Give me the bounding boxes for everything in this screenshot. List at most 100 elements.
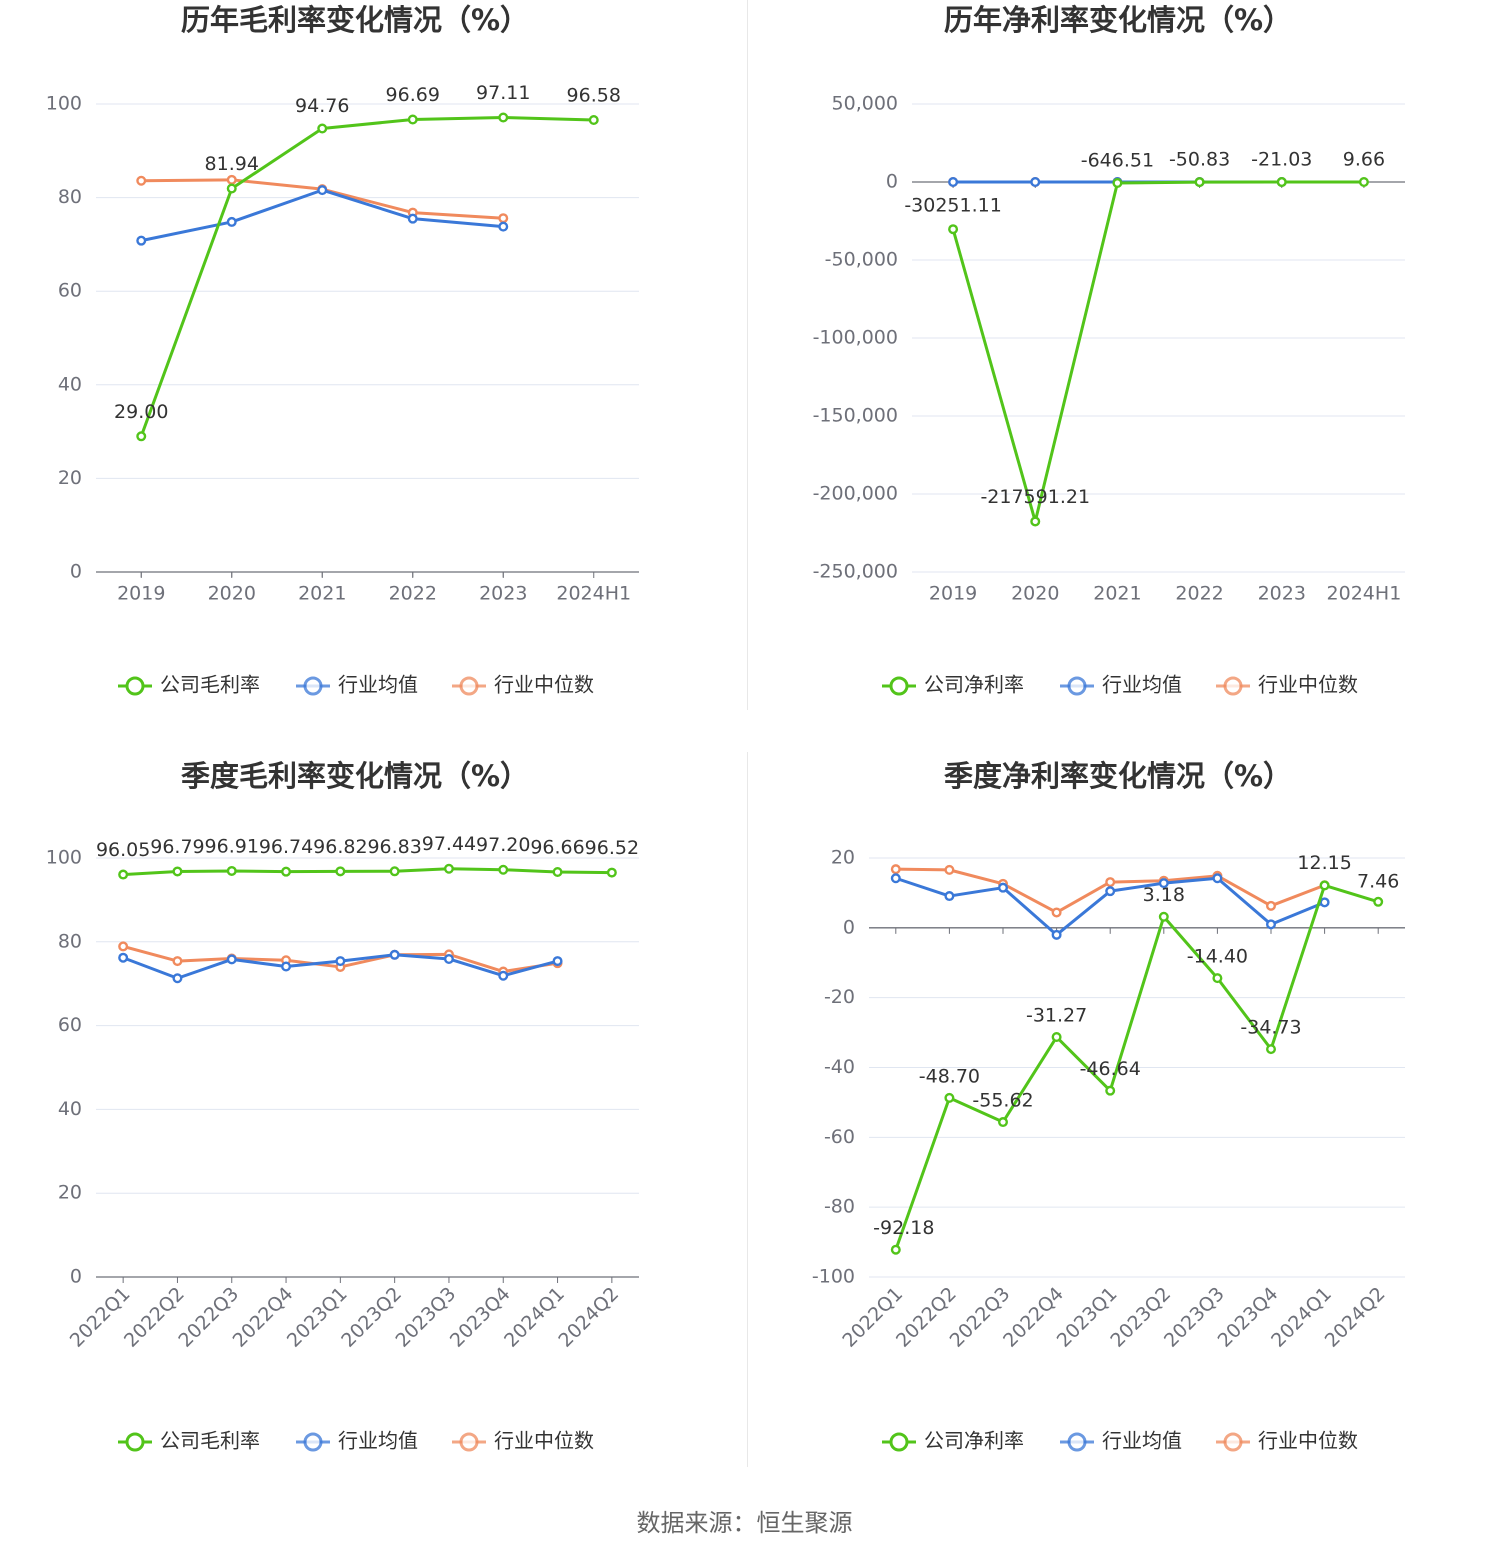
legend-marker — [1067, 1432, 1087, 1452]
data-point — [944, 864, 955, 875]
series-line — [123, 867, 612, 877]
data-point — [948, 224, 959, 235]
data-point — [136, 235, 147, 246]
data-label: 81.94 — [205, 153, 259, 175]
chart-quarterly-net-margin: 季度净利率变化情况（%） -100 -80 -60 -40 -20 0 20 2022Q1 202… — [745, 752, 1489, 1497]
legend-marker — [459, 1432, 479, 1452]
data-label: 96.74 — [259, 836, 313, 858]
data-point — [226, 216, 237, 227]
data-point — [498, 213, 509, 224]
y-tick-label: 20 — [58, 1182, 82, 1204]
legend-label: 行业中位数 — [1258, 1429, 1358, 1453]
y-tick-label: -60 — [824, 1126, 855, 1148]
data-point — [317, 123, 328, 134]
data-source: 数据来源：恒生聚源 — [636, 1509, 853, 1537]
x-tick-label: 2020 — [1011, 583, 1059, 605]
legend-label: 公司毛利率 — [160, 673, 260, 697]
data-label: 3.18 — [1143, 884, 1185, 906]
data-point — [226, 183, 237, 194]
chart-title: 历年净利率变化情况（%） — [944, 3, 1292, 37]
data-label: -217591.21 — [980, 486, 1090, 508]
data-point — [1319, 897, 1330, 908]
legend-marker — [125, 676, 145, 696]
legend-item: 公司净利率 — [882, 673, 1024, 697]
chart-annual-gross-margin: 历年毛利率变化情况（%） 0 20 40 60 80 100 2019 2020 2021 2022… — [0, 0, 744, 745]
chart-title: 季度毛利率变化情况（%） — [181, 759, 529, 793]
x-tick-label: 2023 — [479, 583, 527, 605]
y-tick-label: 40 — [58, 1098, 82, 1120]
y-tick-label: 40 — [58, 373, 82, 395]
legend-item: 公司毛利率 — [118, 1429, 260, 1453]
data-label: -46.64 — [1080, 1058, 1141, 1080]
data-point — [389, 866, 400, 877]
data-label: 96.69 — [386, 84, 440, 106]
data-point — [552, 866, 563, 877]
y-tick-label: -20 — [824, 986, 855, 1008]
data-point — [118, 952, 129, 963]
data-point — [281, 961, 292, 972]
data-point — [498, 970, 509, 981]
x-tick-label: 2020 — [208, 583, 256, 605]
chart-svg: 历年净利率变化情况（%） -250,000 -200,000 -150,000 -100… — [813, 3, 1405, 697]
data-point — [1212, 873, 1223, 884]
x-tick-label: 2024Q2 — [1321, 1283, 1390, 1352]
data-point — [1030, 176, 1041, 187]
legend-label: 行业中位数 — [1258, 673, 1358, 697]
chart-annual-net-margin: 历年净利率变化情况（%） -250,000 -200,000 -150,000 -100… — [745, 0, 1489, 745]
divider-top — [747, 0, 748, 710]
data-point — [1319, 880, 1330, 891]
y-tick-label: 0 — [70, 1266, 82, 1288]
data-point — [443, 863, 454, 874]
data-point — [890, 1244, 901, 1255]
data-point — [498, 112, 509, 123]
data-point — [389, 949, 400, 960]
data-label: -21.03 — [1251, 149, 1312, 171]
legend-label: 行业中位数 — [494, 1429, 594, 1453]
legend-label: 公司净利率 — [924, 673, 1024, 697]
data-point — [118, 869, 129, 880]
data-label: -30251.11 — [904, 195, 1002, 217]
y-tick-label: 60 — [58, 1014, 82, 1036]
legend-item: 行业中位数 — [452, 673, 594, 697]
data-point — [335, 956, 346, 967]
y-tick-label: -50,000 — [825, 249, 898, 271]
x-tick-label: 2019 — [929, 583, 977, 605]
legend-label: 行业均值 — [1102, 673, 1182, 697]
data-point — [498, 864, 509, 875]
y-tick-label: 80 — [58, 186, 82, 208]
y-tick-label: 0 — [886, 171, 898, 193]
data-label: 96.79 — [150, 836, 204, 858]
data-point — [1051, 929, 1062, 940]
data-point — [1105, 886, 1116, 897]
y-tick-label: 100 — [46, 847, 82, 869]
divider-bottom — [747, 752, 748, 1467]
data-point — [1158, 911, 1169, 922]
data-point — [1266, 900, 1277, 911]
x-tick-label: 2023 — [1258, 583, 1306, 605]
data-label: -50.83 — [1169, 149, 1230, 171]
legend-marker — [1223, 1432, 1243, 1452]
y-tick-label: -40 — [824, 1056, 855, 1078]
data-label: 96.05 — [96, 839, 150, 861]
data-point — [407, 114, 418, 125]
chart-title: 季度净利率变化情况（%） — [944, 759, 1292, 793]
data-point — [1266, 919, 1277, 930]
data-point — [948, 176, 959, 187]
legend-item: 行业均值 — [296, 673, 418, 697]
data-label: -646.51 — [1081, 150, 1154, 172]
data-point — [172, 973, 183, 984]
y-tick-label: 50,000 — [832, 93, 898, 115]
legend-marker — [303, 1432, 323, 1452]
data-point — [172, 956, 183, 967]
legend-item: 公司毛利率 — [118, 673, 260, 697]
series-line — [894, 883, 1379, 1251]
legend-item: 行业均值 — [1060, 1429, 1182, 1453]
data-point — [1358, 176, 1369, 187]
data-label: 94.76 — [295, 95, 349, 117]
data-label: -55.62 — [972, 1090, 1033, 1112]
data-point — [118, 941, 129, 952]
data-point — [335, 866, 346, 877]
y-tick-label: -80 — [824, 1196, 855, 1218]
legend-label: 行业均值 — [338, 673, 418, 697]
chart-svg: 历年毛利率变化情况（%） 0 20 40 60 80 100 2019 2020 2021 2022… — [46, 3, 639, 697]
